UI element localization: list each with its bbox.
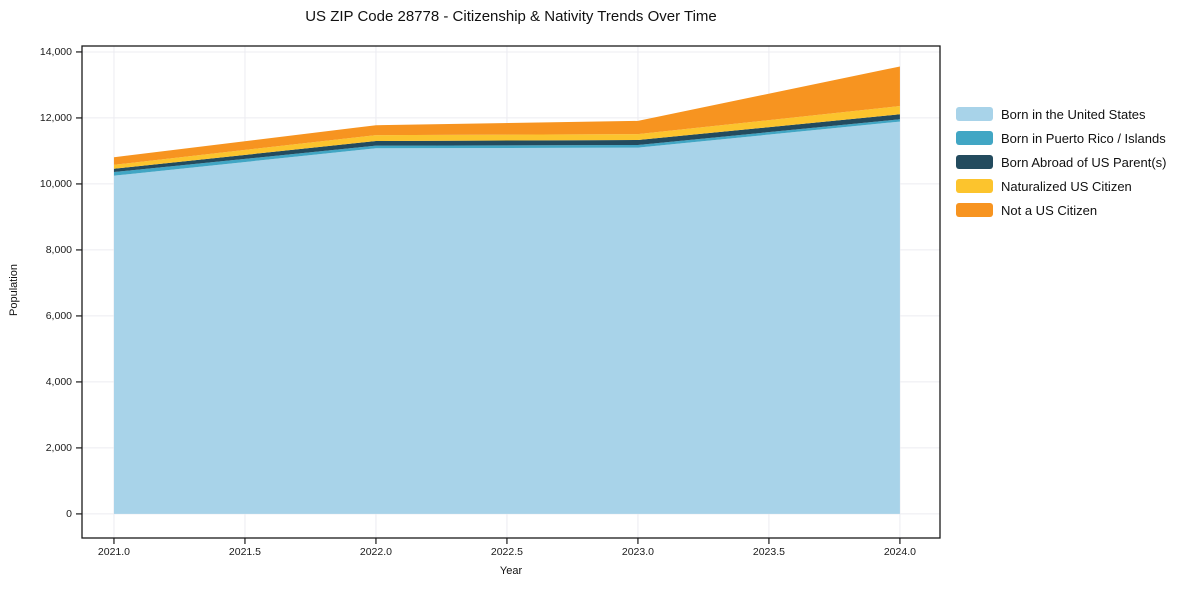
legend-item: Born Abroad of US Parent(s) — [956, 150, 1166, 174]
legend: Born in the United States Born in Puerto … — [956, 102, 1166, 222]
x-tick-label: 2023.5 — [752, 546, 785, 558]
legend-item: Naturalized US Citizen — [956, 174, 1166, 198]
legend-label: Not a US Citizen — [1001, 202, 1098, 218]
legend-label: Born Abroad of US Parent(s) — [1001, 154, 1167, 170]
x-axis-label: Year — [499, 565, 523, 577]
plot-border — [81, 45, 941, 539]
y-axis-label: Population — [8, 264, 20, 316]
legend-item: Born in Puerto Rico / Islands — [956, 126, 1166, 150]
y-tick-label: 12,000 — [39, 111, 72, 124]
legend-swatch-icon — [956, 131, 993, 145]
legend-swatch-icon — [956, 155, 993, 169]
y-tick-label: 8,000 — [45, 243, 72, 256]
y-tick-label: 14,000 — [39, 45, 72, 58]
x-tick-label: 2022.0 — [359, 546, 392, 558]
y-tick-label: 10,000 — [39, 177, 72, 190]
chart-title: US ZIP Code 28778 - Citizenship & Nativi… — [305, 8, 717, 25]
area-series-3 — [113, 106, 900, 169]
x-tick-label: 2021.5 — [228, 546, 262, 558]
x-tick-label: 2022.5 — [490, 546, 523, 558]
legend-label: Born in the United States — [1001, 106, 1146, 122]
legend-label: Naturalized US Citizen — [1001, 178, 1132, 194]
x-tick-label: 2023.0 — [621, 546, 654, 558]
legend-swatch-icon — [956, 107, 993, 121]
x-tick-label: 2021.0 — [97, 546, 131, 558]
area-series-2 — [113, 114, 900, 173]
legend-swatch-icon — [956, 203, 993, 217]
y-tick-label: 0 — [66, 507, 72, 520]
legend-swatch-icon — [956, 179, 993, 193]
area-series-4 — [113, 66, 900, 165]
legend-item: Not a US Citizen — [956, 198, 1166, 222]
x-tick-label: 2024.0 — [883, 546, 916, 558]
y-tick-label: 6,000 — [45, 309, 72, 322]
legend-item: Born in the United States — [956, 102, 1166, 126]
y-tick-label: 2,000 — [45, 441, 72, 454]
y-tick-label: 4,000 — [45, 375, 72, 388]
area-series-1 — [113, 119, 900, 176]
area-series-0 — [113, 121, 900, 514]
legend-label: Born in Puerto Rico / Islands — [1001, 130, 1166, 146]
